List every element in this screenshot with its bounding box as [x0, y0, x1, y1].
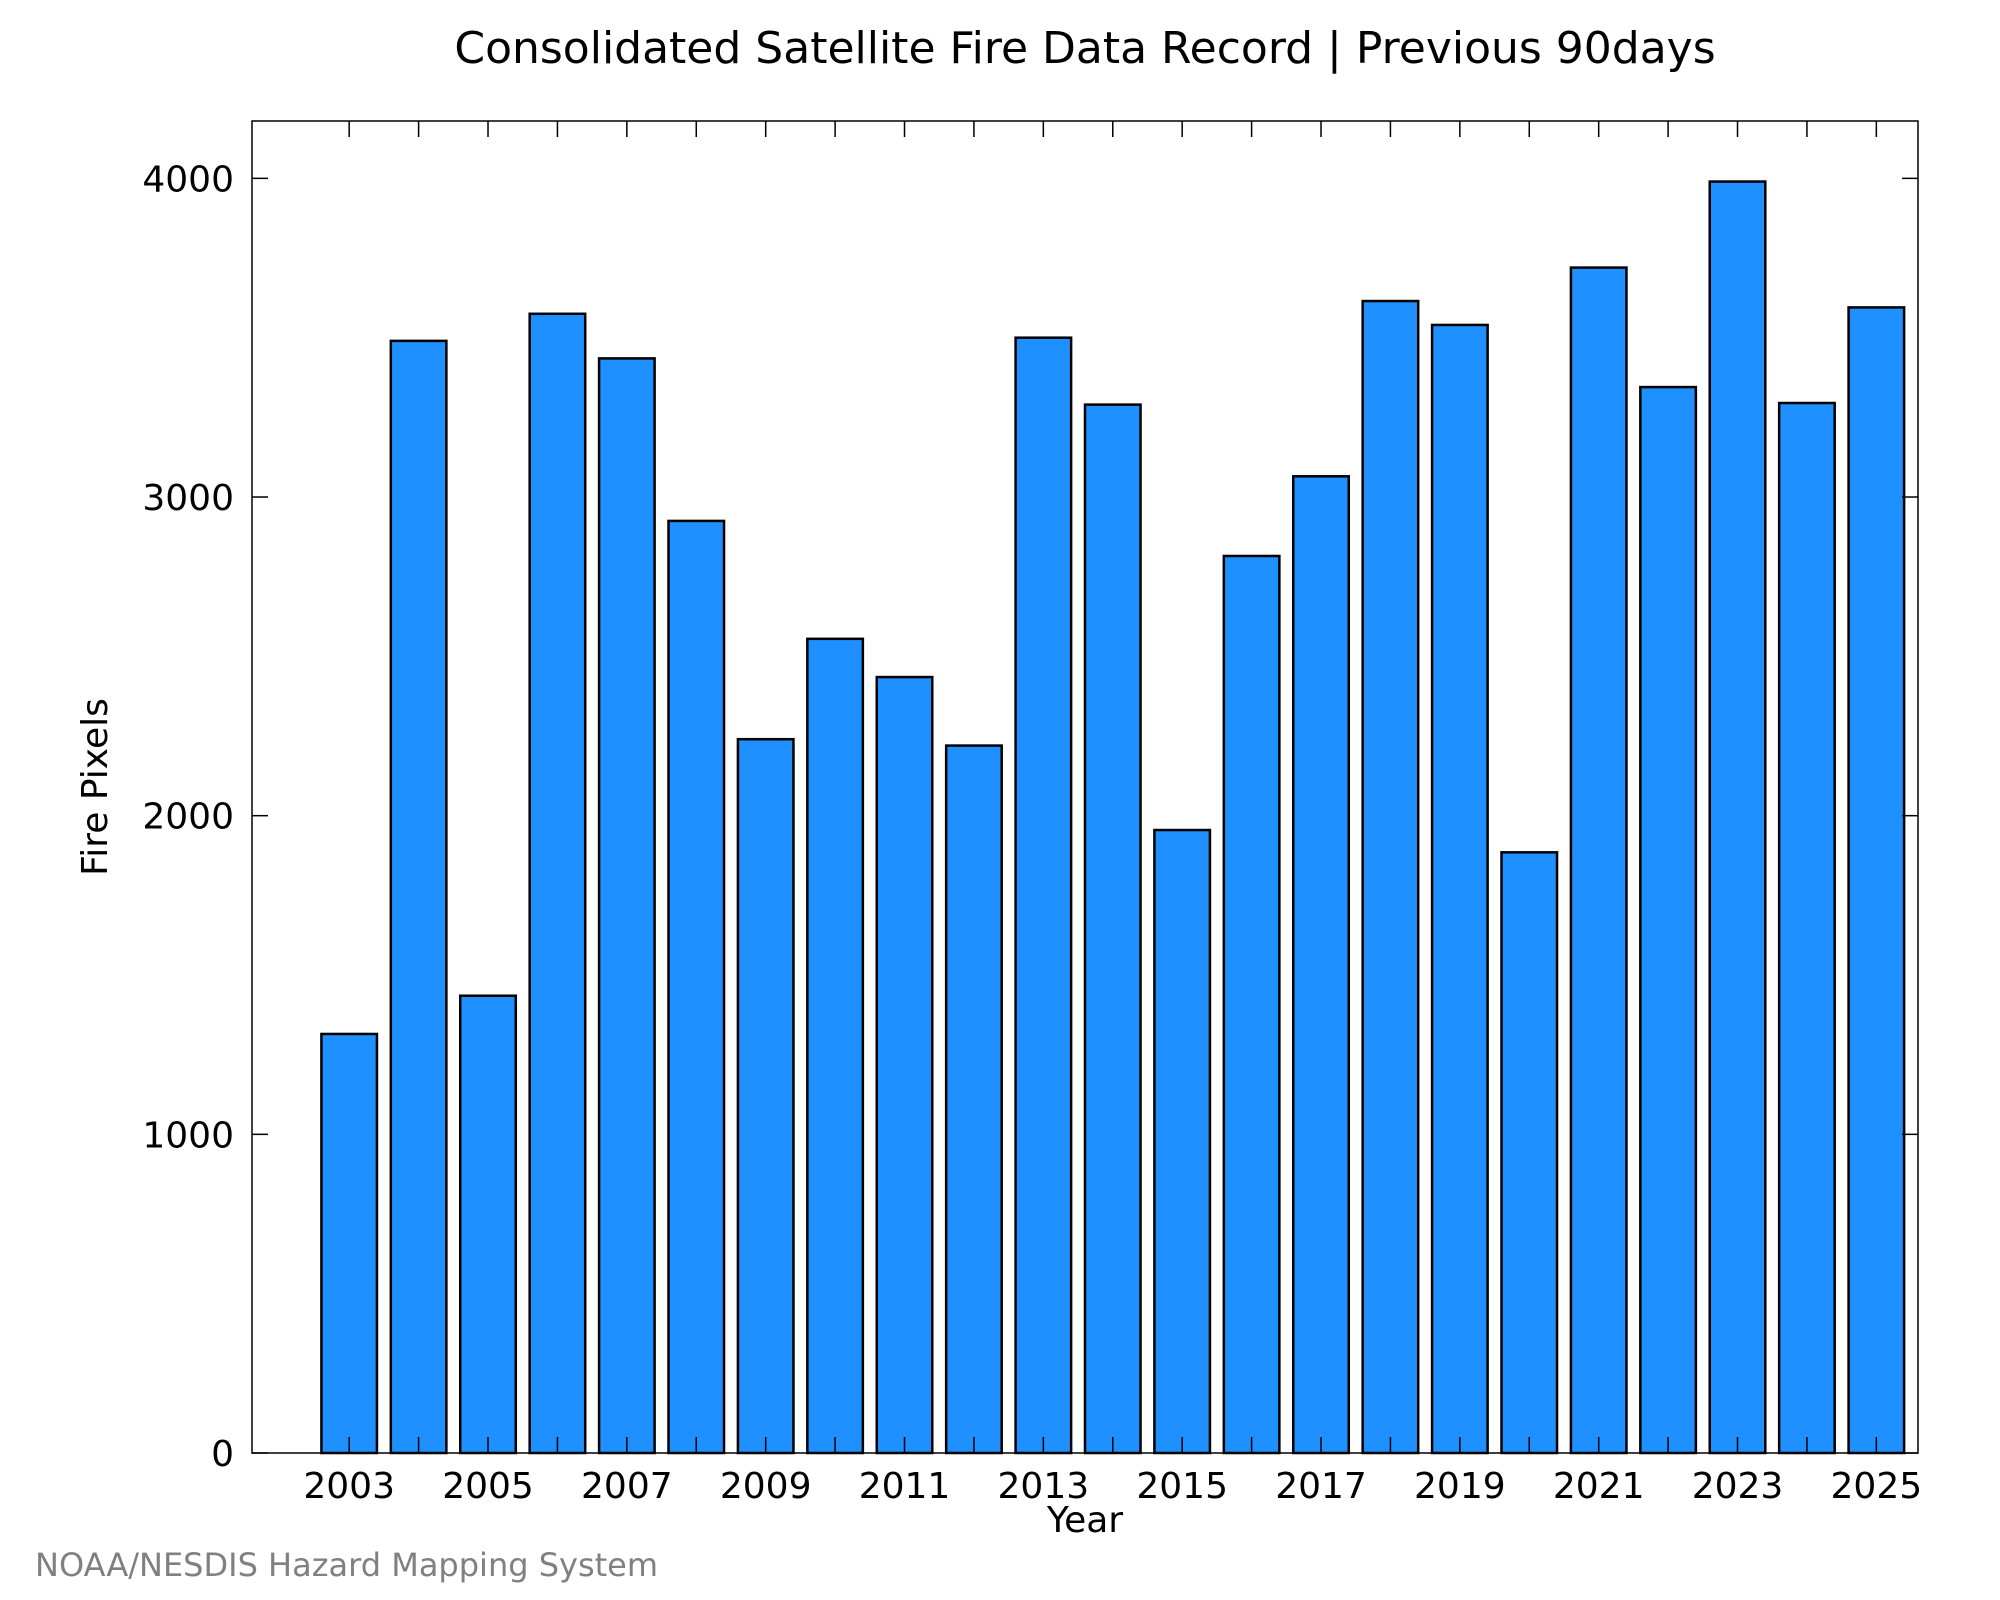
- x-tick-label: 2015: [1136, 1466, 1228, 1507]
- x-tick-label: 2009: [720, 1466, 812, 1507]
- x-tick-label: 2013: [998, 1466, 1090, 1507]
- y-tick-label: 2000: [142, 797, 234, 838]
- x-tick-label: 2005: [442, 1466, 534, 1507]
- bar-2020: [1500, 851, 1559, 1455]
- bar-2003: [320, 1032, 379, 1455]
- y-tick-label: 0: [211, 1434, 234, 1475]
- bar-2008: [667, 519, 726, 1455]
- bar-2019: [1430, 323, 1489, 1455]
- bar-2012: [944, 744, 1003, 1455]
- bar-2006: [528, 312, 587, 1455]
- bar-2024: [1777, 401, 1836, 1455]
- chart-title: Consolidated Satellite Fire Data Record …: [454, 23, 1715, 74]
- x-tick-label: 2007: [581, 1466, 673, 1507]
- y-tick-label: 3000: [142, 478, 234, 519]
- y-tick-label: 4000: [142, 159, 234, 200]
- bar-2018: [1361, 299, 1420, 1455]
- tick-labels-layer: 0 1000 2000 3000 4000 2003 2005 2007 2009 2011 201…: [142, 159, 1922, 1507]
- bar-2013: [1014, 336, 1073, 1455]
- bar-2004: [389, 339, 448, 1455]
- credit-text: NOAA/NESDIS Hazard Mapping System: [35, 1546, 658, 1584]
- ticks-layer: [252, 121, 1918, 1454]
- x-axis-label: Year: [1046, 1500, 1123, 1541]
- bar-2017: [1292, 475, 1351, 1455]
- bar-2022: [1639, 385, 1698, 1455]
- bar-2025: [1847, 306, 1906, 1455]
- x-tick-label: 2019: [1414, 1466, 1506, 1507]
- x-tick-label: 2011: [859, 1466, 951, 1507]
- y-tick-label: 1000: [142, 1115, 234, 1156]
- x-tick-label: 2003: [303, 1466, 395, 1507]
- bar-2007: [597, 357, 656, 1455]
- x-tick-label: 2023: [1692, 1466, 1784, 1507]
- bar-2016: [1222, 554, 1281, 1455]
- x-tick-label: 2021: [1553, 1466, 1645, 1507]
- bars-layer: [320, 180, 1906, 1455]
- x-tick-label: 2017: [1275, 1466, 1367, 1507]
- bar-2009: [736, 737, 795, 1455]
- bar-2010: [806, 637, 865, 1455]
- bar-2011: [875, 675, 934, 1455]
- x-tick-label: 2025: [1831, 1466, 1923, 1507]
- plot-frame: [251, 120, 1919, 1454]
- bar-2023: [1708, 180, 1767, 1455]
- bar-2015: [1153, 828, 1212, 1455]
- bar-2014: [1083, 403, 1142, 1455]
- bar-2005: [459, 994, 518, 1455]
- bar-2021: [1569, 266, 1628, 1455]
- y-axis-label: Fire Pixels: [75, 698, 116, 876]
